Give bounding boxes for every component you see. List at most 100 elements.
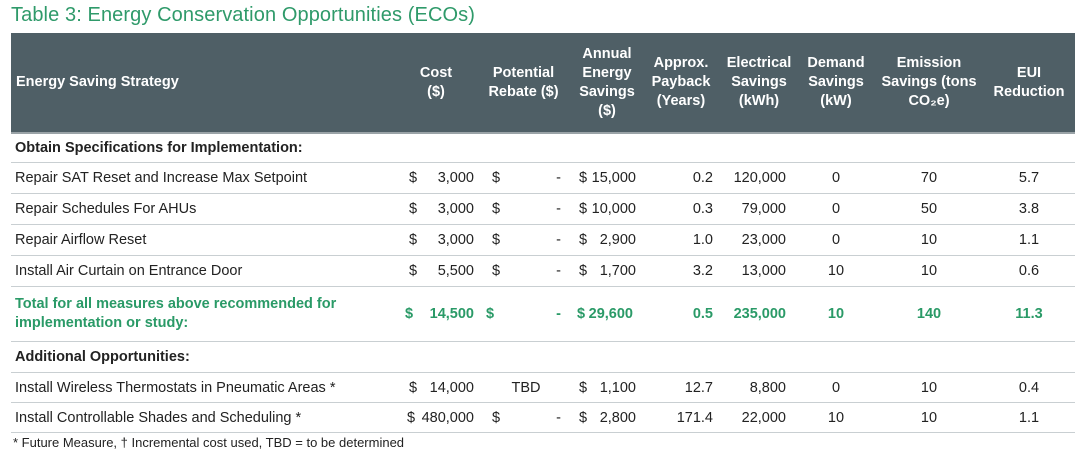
cell-energy-sym: $ xyxy=(579,263,588,279)
cell-elec: 22,000 xyxy=(741,409,786,426)
total-cost: 14,500 xyxy=(429,306,474,322)
cell-strategy: Repair SAT Reset and Increase Max Setpoi… xyxy=(15,170,308,186)
cell-payback: 1.0 xyxy=(692,232,713,248)
table-row: Install Controllable Shades and Scheduli… xyxy=(11,403,1075,433)
table-header: Energy Saving Strategy Cost ($) Potential… xyxy=(11,33,1075,134)
table-row: Install Air Curtain on Entrance Door $ 5… xyxy=(11,256,1075,287)
cell-rebate-sym: $ xyxy=(492,232,501,248)
cell-rebate-sym: $ xyxy=(492,201,501,217)
cell-elec: 13,000 xyxy=(741,263,786,279)
cell-strategy: Install Air Curtain on Entrance Door xyxy=(15,263,243,279)
total-demand: 10 xyxy=(827,306,845,322)
total-rebate-sym: $ xyxy=(486,306,495,322)
cell-eui: 1.1 xyxy=(1018,232,1040,248)
cell-energy: 10,000 xyxy=(591,201,636,217)
cell-demand: 0 xyxy=(831,232,841,248)
cell-energy-sym: $ xyxy=(579,409,588,426)
cell-rebate: - xyxy=(556,170,561,186)
cell-emission: 50 xyxy=(920,201,938,217)
header-payback: Approx. Payback (Years) xyxy=(651,55,711,109)
total-energy: 29,600 xyxy=(588,306,633,322)
total-elec: 235,000 xyxy=(733,306,786,322)
total-energy-sym: $ xyxy=(577,306,586,322)
header-eui: EUI Reduction xyxy=(993,64,1065,100)
cell-rebate-sym: $ xyxy=(492,263,501,279)
cell-payback: 3.2 xyxy=(692,263,713,279)
cell-strategy: Install Wireless Thermostats in Pneumati… xyxy=(15,379,336,396)
cell-rebate: - xyxy=(556,201,561,217)
cell-demand: 10 xyxy=(827,263,845,279)
cell-energy: 2,900 xyxy=(599,232,636,248)
cell-cost-sym: $ xyxy=(409,263,418,279)
total-label: Total for all measures above recommended… xyxy=(15,296,337,331)
cell-cost: 480,000 xyxy=(421,409,474,426)
header-cost: Cost ($) xyxy=(419,64,453,100)
total-eui: 11.3 xyxy=(1015,306,1043,322)
cell-elec: 79,000 xyxy=(741,201,786,217)
header-rebate: Potential Rebate ($) xyxy=(488,64,559,100)
header-demand: Demand Savings (kW) xyxy=(807,55,865,109)
cell-strategy: Install Controllable Shades and Scheduli… xyxy=(15,409,302,426)
total-emission: 140 xyxy=(916,306,942,322)
section-row: Obtain Specifications for Implementation… xyxy=(11,134,1075,163)
cell-demand: 10 xyxy=(827,409,845,426)
cell-strategy: Repair Schedules For AHUs xyxy=(15,201,197,217)
cell-demand: 0 xyxy=(831,201,841,217)
cell-energy-sym: $ xyxy=(579,201,588,217)
cell-eui: 5.7 xyxy=(1018,170,1040,186)
cell-payback: 171.4 xyxy=(676,409,713,426)
cell-payback: 0.3 xyxy=(692,201,713,217)
cell-energy-sym: $ xyxy=(579,379,588,396)
cell-emission: 10 xyxy=(920,232,938,248)
cell-demand: 0 xyxy=(831,170,841,186)
cell-emission: 70 xyxy=(920,170,938,186)
section-label: Additional Opportunities: xyxy=(15,349,190,365)
table-row: Repair SAT Reset and Increase Max Setpoi… xyxy=(11,163,1075,194)
cell-eui: 1.1 xyxy=(1018,409,1040,426)
cell-elec: 8,800 xyxy=(749,379,786,396)
cell-cost-sym: $ xyxy=(409,201,418,217)
cell-cost-sym: $ xyxy=(409,379,418,396)
cell-cost-sym: $ xyxy=(409,170,418,186)
cell-energy-sym: $ xyxy=(579,232,588,248)
cell-rebate: TBD xyxy=(511,379,541,396)
cell-eui: 0.4 xyxy=(1018,379,1040,396)
cell-payback: 12.7 xyxy=(684,379,713,396)
cell-energy: 2,800 xyxy=(599,409,636,426)
cell-elec: 23,000 xyxy=(741,232,786,248)
cell-energy-sym: $ xyxy=(579,170,588,186)
cell-energy: 15,000 xyxy=(591,170,636,186)
cell-cost: 3,000 xyxy=(437,232,474,248)
table-row: Install Wireless Thermostats in Pneumati… xyxy=(11,373,1075,403)
header-electrical: Electrical Savings (kWh) xyxy=(726,55,792,109)
table-row: Repair Airflow Reset $ 3,000 $ - $ 2,900… xyxy=(11,225,1075,256)
table-row: Repair Schedules For AHUs $ 3,000 $ - $ … xyxy=(11,194,1075,225)
cell-emission: 10 xyxy=(920,409,938,426)
total-row: Total for all measures above recommended… xyxy=(11,287,1075,342)
section-label: Obtain Specifications for Implementation… xyxy=(15,140,303,156)
total-cost-sym: $ xyxy=(405,306,414,322)
cell-rebate: - xyxy=(556,409,561,426)
cell-demand: 0 xyxy=(831,379,841,396)
cell-rebate-sym: $ xyxy=(492,170,501,186)
cell-rebate-sym: $ xyxy=(492,409,501,426)
cell-cost-sym: $ xyxy=(407,409,416,426)
cell-cost: 5,500 xyxy=(437,263,474,279)
cell-cost: 14,000 xyxy=(429,379,474,396)
cell-eui: 0.6 xyxy=(1018,263,1040,279)
cell-cost: 3,000 xyxy=(437,170,474,186)
cell-cost: 3,000 xyxy=(437,201,474,217)
footnote: * Future Measure, † Incremental cost use… xyxy=(13,435,405,450)
total-payback: 0.5 xyxy=(692,306,713,322)
cell-payback: 0.2 xyxy=(692,170,713,186)
cell-elec: 120,000 xyxy=(733,170,786,186)
cell-emission: 10 xyxy=(920,263,938,279)
cell-energy: 1,700 xyxy=(599,263,636,279)
section-row: Additional Opportunities: xyxy=(11,342,1075,373)
cell-energy: 1,100 xyxy=(599,379,636,396)
table-title: Table 3: Energy Conservation Opportuniti… xyxy=(11,4,476,26)
header-energy-savings: Annual Energy Savings ($) xyxy=(579,45,635,119)
header-strategy: Energy Saving Strategy xyxy=(16,74,179,90)
total-rebate: - xyxy=(556,306,561,322)
cell-rebate: - xyxy=(556,232,561,248)
